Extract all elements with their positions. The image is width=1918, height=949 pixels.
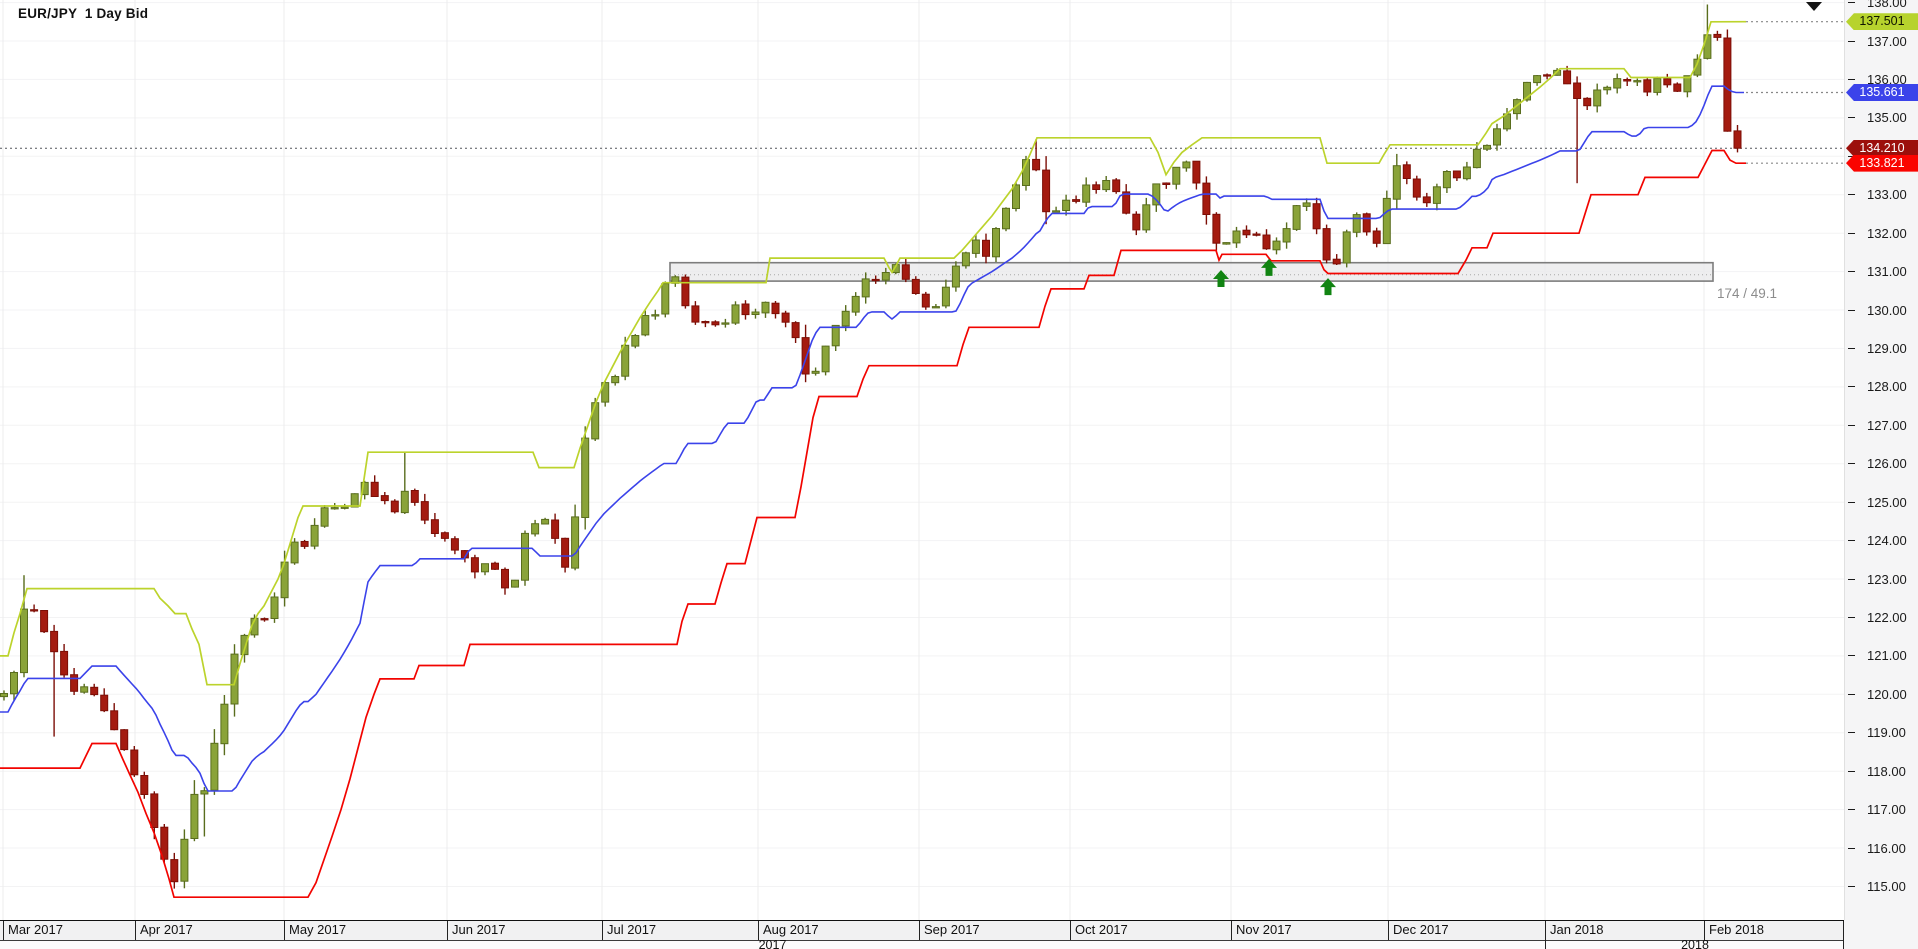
price-tick <box>1848 155 1855 157</box>
price-tick-label: 135.00 <box>1867 110 1907 126</box>
price-tick-label: 138.00 <box>1867 0 1907 11</box>
upper-channel-price-tag: 137.501 <box>1846 13 1918 31</box>
price-tick <box>1848 655 1855 657</box>
price-tick <box>1848 347 1855 349</box>
month-tick-label: Feb 2018 <box>1704 921 1844 940</box>
price-tick <box>1848 809 1855 811</box>
axis-divider <box>0 940 1844 941</box>
price-tick <box>1848 616 1855 618</box>
last-price-tag: 134.210 <box>1846 139 1918 157</box>
month-tick-label: Jun 2017 <box>447 921 602 940</box>
year-tick-label: 2017 <box>758 938 787 949</box>
price-tick <box>1848 194 1855 196</box>
price-tick-label: 127.00 <box>1867 417 1907 433</box>
lower-channel-price-tag: 133.821 <box>1846 154 1918 172</box>
price-tick <box>1848 885 1855 887</box>
price-tick <box>1848 2 1855 4</box>
price-tick <box>1848 40 1855 42</box>
price-tick-label: 115.00 <box>1867 878 1906 894</box>
month-tick-label: Nov 2017 <box>1231 921 1388 940</box>
month-tick-label: Mar 2017 <box>3 921 135 940</box>
month-tick-label: Sep 2017 <box>919 921 1070 940</box>
price-tick-label: 118.00 <box>1867 763 1906 779</box>
price-tick <box>1848 847 1855 849</box>
price-tick <box>1848 501 1855 503</box>
price-tick-label: 117.00 <box>1867 802 1906 818</box>
price-tick <box>1848 386 1855 388</box>
month-tick-label: Dec 2017 <box>1388 921 1545 940</box>
mid-channel-price-tag: 135.661 <box>1846 83 1918 101</box>
year-row <box>0 941 1844 949</box>
price-tick-label: 130.00 <box>1867 302 1907 318</box>
buy-arrow-marker[interactable] <box>1261 258 1277 276</box>
price-tick <box>1848 693 1855 695</box>
price-tick-label: 136.00 <box>1867 71 1907 87</box>
price-tick <box>1848 78 1855 80</box>
month-tick-label: May 2017 <box>284 921 447 940</box>
price-tick <box>1848 578 1855 580</box>
price-tick-label: 121.00 <box>1867 648 1907 664</box>
upper-channel-line <box>0 20 1747 686</box>
price-tick <box>1848 770 1855 772</box>
price-tick <box>1848 732 1855 734</box>
price-tick <box>1848 309 1855 311</box>
price-tick-label: 137.00 <box>1867 33 1907 49</box>
buy-arrow-marker[interactable] <box>1320 278 1336 296</box>
price-tick-label: 119.00 <box>1867 725 1906 741</box>
price-tick-label: 120.00 <box>1867 686 1907 702</box>
month-tick-label: Jan 2018 <box>1545 921 1704 940</box>
price-tick <box>1848 540 1855 542</box>
time-axis[interactable]: Mar 2017 Apr 2017 May 2017 Jun 2017 Jul 2017… <box>0 920 1844 949</box>
chart-symbol-title: EUR/JPY 1 Day Bid <box>18 6 149 21</box>
price-tick-label: 132.00 <box>1867 225 1907 241</box>
mid-channel-line <box>0 85 1744 792</box>
price-tick-label: 123.00 <box>1867 571 1907 587</box>
price-tick <box>1848 424 1855 426</box>
price-tick-label: 116.00 <box>1867 840 1906 856</box>
lower-channel-line <box>0 149 1746 899</box>
month-tick-label: Oct 2017 <box>1070 921 1231 940</box>
price-tick-label: 122.00 <box>1867 609 1907 625</box>
price-tick-label: 128.00 <box>1867 379 1907 395</box>
candlesticks <box>0 4 1742 889</box>
price-tick-label: 131.00 <box>1867 264 1907 280</box>
year-tick-label: 2018 <box>1545 939 1844 949</box>
month-tick-label: Jul 2017 <box>602 921 758 940</box>
price-chart-plot[interactable]: 174 / 49.1 <box>0 0 1844 920</box>
axis-corner <box>1844 920 1918 949</box>
scroll-to-latest-marker[interactable] <box>1806 2 1822 11</box>
month-tick-label: Aug 2017 <box>758 921 919 940</box>
band-info-label: 174 / 49.1 <box>1717 286 1777 301</box>
price-tick-label: 126.00 <box>1867 456 1907 472</box>
price-tick <box>1848 117 1855 119</box>
price-tick-label: 124.00 <box>1867 533 1907 549</box>
month-tick-label: Apr 2017 <box>135 921 284 940</box>
price-tick <box>1848 463 1855 465</box>
price-tick-label: 129.00 <box>1867 340 1907 356</box>
price-tick-label: 133.00 <box>1867 187 1907 203</box>
axis-end-separator <box>1843 921 1844 949</box>
price-tick <box>1848 232 1855 234</box>
supply-zone-band[interactable] <box>669 261 1714 282</box>
price-tick-label: 125.00 <box>1867 494 1907 510</box>
price-tick <box>1848 271 1855 273</box>
buy-arrow-marker[interactable] <box>1213 270 1229 287</box>
price-axis[interactable]: 138.00137.00136.00135.00134.00133.00132.… <box>1844 0 1918 949</box>
